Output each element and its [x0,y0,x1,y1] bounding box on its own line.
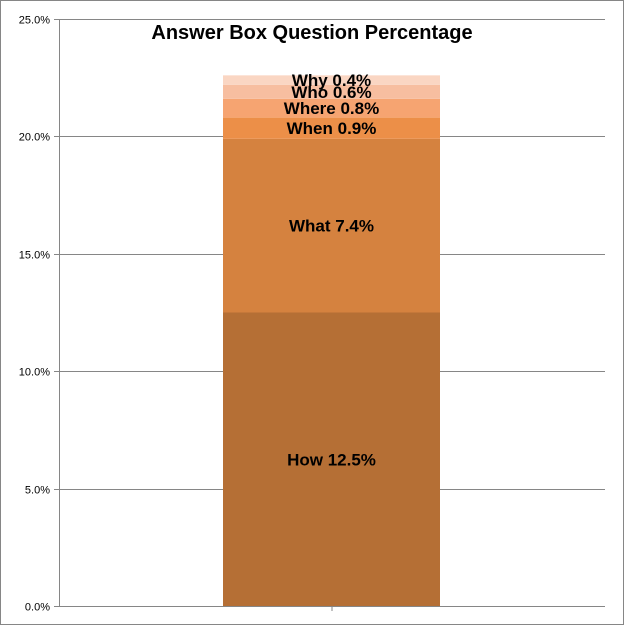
chart-title: Answer Box Question Percentage [151,22,472,44]
data-label-what: What 7.4% [289,217,374,236]
data-label-who: Who 0.6% [291,83,371,102]
data-label-when: When 0.9% [287,119,377,138]
y-tick-label: 0.0% [25,602,50,614]
axes: 0.0% 5.0% 10.0% 15.0% 20.0% 25.0% [19,15,605,614]
bar-segment-why [223,75,440,85]
data-label-why: Why 0.4% [292,71,371,90]
bar-segment-how [223,312,440,606]
data-label-how: How 12.5% [287,450,376,469]
bar-segment-what [223,138,440,313]
bar-segment-where [223,98,440,118]
data-labels: How 12.5% What 7.4% When 0.9%Where 0.8%Who… [284,71,379,469]
y-tick-label: 10.0% [19,367,50,379]
bar-stack [223,75,440,606]
y-tick-label: 25.0% [19,15,50,27]
y-tick-label: 20.0% [19,132,50,144]
y-tick-label: 5.0% [25,485,50,497]
data-label-where: Where 0.8% [284,99,379,118]
y-tick-label: 15.0% [19,250,50,262]
bar-segment-when [223,117,440,139]
bar-segment-who [223,84,440,99]
